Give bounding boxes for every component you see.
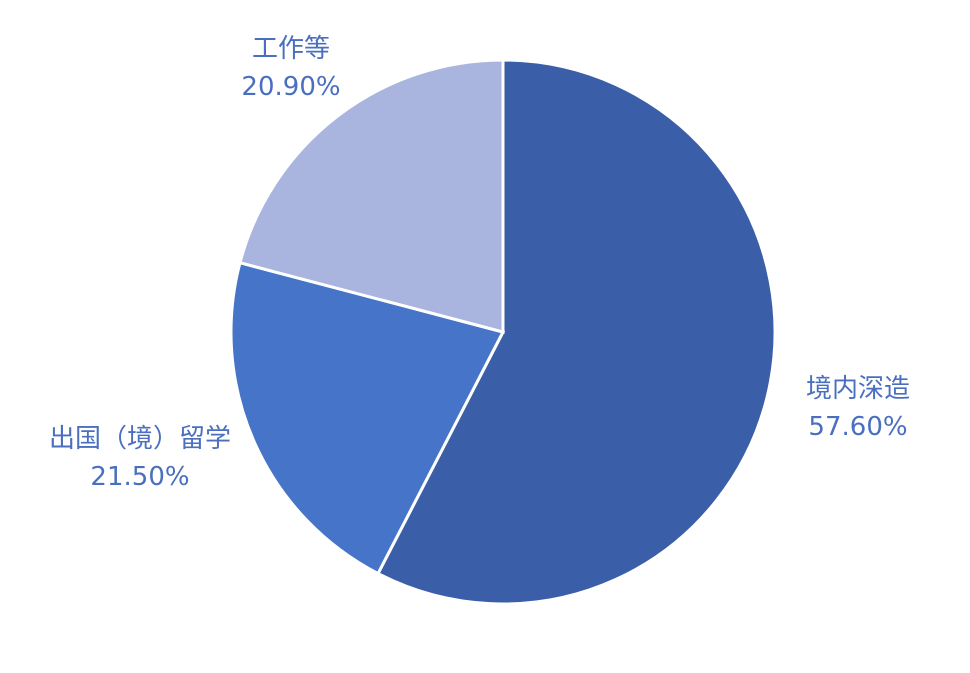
value-label: 21.50% xyxy=(90,462,190,492)
category-label: 境内深造 xyxy=(805,374,910,404)
category-label: 出国（境）留学 xyxy=(48,424,231,454)
category-label: 工作等 xyxy=(251,34,330,64)
data-label: 出国（境）留学 21.50% xyxy=(40,420,240,496)
pie-slice xyxy=(238,58,505,334)
data-label: 境内深造 57.60% xyxy=(778,370,938,446)
pie-slice xyxy=(229,260,506,576)
value-label: 20.90% xyxy=(241,72,341,102)
pie-slice xyxy=(375,58,777,606)
value-label: 57.60% xyxy=(808,412,908,442)
data-label: 工作等 20.90% xyxy=(211,30,371,106)
